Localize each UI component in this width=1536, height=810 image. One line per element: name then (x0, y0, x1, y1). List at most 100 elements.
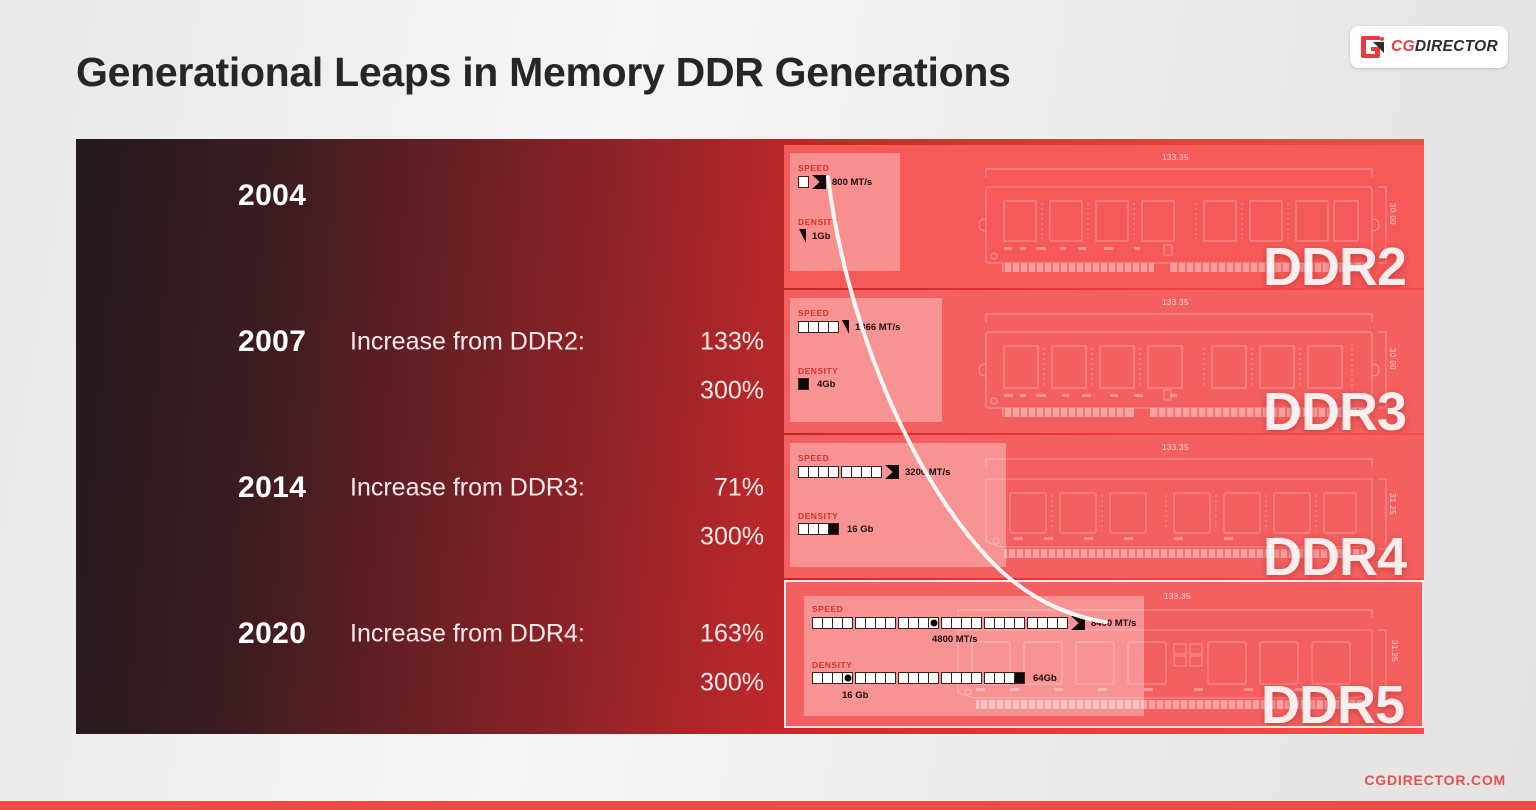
meter-cell (828, 523, 839, 535)
increase-label: Increase from DDR3: (350, 473, 585, 502)
speed-end-marker-icon (885, 465, 899, 479)
speed-end-marker-icon (842, 320, 849, 334)
row-left-2020: 2020 Increase from DDR4: 163% 300% (76, 139, 784, 734)
generation-label: DDR3 (1262, 382, 1407, 433)
increase-label: Increase from DDR2: (350, 327, 585, 356)
dimension-height-label: 31.25 (1388, 493, 1397, 516)
cgdirector-g-mark-icon (1360, 35, 1386, 59)
year-rows: 2004 2007 Increase from DDR2: 133% 300% … (76, 139, 1424, 734)
meter-cell-marker (928, 617, 939, 629)
year-label: 2004 (238, 179, 307, 212)
ddr-cards: 133.35 30.00 SPEED 800 MT/s DENSITY (784, 145, 1424, 728)
speed-end-marker-icon (812, 175, 826, 189)
density-value: 4Gb (817, 378, 836, 390)
meter-cell (1014, 617, 1025, 629)
page-title: Generational Leaps in Memory DDR Generat… (76, 49, 1011, 95)
ddr-card-ddr4[interactable]: 133.35 31.25 SPEED (784, 435, 1424, 578)
comparison-panel: 2004 2007 Increase from DDR2: 133% 300% … (76, 139, 1424, 734)
cgdirector-logo: CGDIRECTOR (1350, 26, 1508, 68)
meter-cell (828, 321, 839, 333)
increase-speed-value: 133% (700, 327, 764, 356)
speed-meter-ddr3: SPEED 1866 MT/s (798, 308, 900, 334)
speed-cells (798, 466, 884, 478)
dimension-height-label: 31.25 (1390, 640, 1399, 663)
density-meter-ddr5: DENSITY (812, 660, 1057, 701)
meter-cell (928, 672, 939, 684)
increase-label: Increase from DDR4: (350, 619, 585, 648)
meter-cell (1057, 617, 1068, 629)
speed-meter-ddr5: SPEED (812, 604, 1137, 645)
density-value: 64Gb (1033, 672, 1057, 684)
dimension-width-label: 133.35 (1164, 592, 1191, 601)
density-end-marker-icon (799, 229, 806, 243)
ddr-card-ddr5[interactable]: 133.35 31.25 SPEED (784, 580, 1424, 728)
density-cells (798, 378, 811, 390)
density-value: 1Gb (812, 230, 831, 242)
meter-cell (971, 672, 982, 684)
density-value: 16 Gb (847, 523, 874, 535)
speed-meter-ddr4: SPEED (798, 453, 950, 479)
meter-cell (798, 378, 809, 390)
meter-cell (828, 466, 839, 478)
generation-label: DDR5 (1260, 675, 1405, 728)
increase-density-value: 300% (700, 668, 764, 697)
dimension-width-label: 133.35 (1162, 153, 1189, 162)
speed-value: 8400 MT/s (1091, 617, 1137, 629)
footer-accent-bar (0, 801, 1536, 810)
ddr-card-ddr2[interactable]: 133.35 30.00 SPEED 800 MT/s DENSITY (784, 145, 1424, 288)
speed-caption: SPEED (798, 308, 830, 318)
meter-cell (971, 617, 982, 629)
speed-caption: SPEED (812, 604, 844, 614)
density-caption: DENSITY (798, 511, 839, 521)
meter-cell (885, 617, 896, 629)
speed-caption: SPEED (798, 453, 830, 463)
speed-value: 1866 MT/s (855, 321, 901, 333)
increase-speed-value: 71% (713, 473, 764, 502)
density-meter-ddr2: DENSITY 1Gb (798, 217, 838, 243)
row-left-2007: 2007 Increase from DDR2: 133% 300% (76, 139, 784, 734)
meter-cell-marker (842, 672, 853, 684)
density-caption: DENSITY (798, 217, 839, 227)
density-caption: DENSITY (798, 366, 839, 376)
meter-cell (885, 672, 896, 684)
speed-cells (798, 176, 811, 188)
ddr-card-ddr3[interactable]: 133.35 30.00 SPEED (784, 290, 1424, 433)
speed-value: 800 MT/s (832, 176, 873, 188)
density-meter-ddr3: DENSITY 4Gb (798, 366, 838, 390)
year-label: 2020 (238, 617, 307, 650)
density-marker-label: 16 Gb (842, 690, 869, 701)
density-meter-ddr4: DENSITY 16 Gb (798, 511, 873, 535)
increase-speed-value: 163% (700, 619, 764, 648)
density-cells (812, 672, 1027, 684)
increase-density-value: 300% (700, 522, 764, 551)
footer-url: CGDIRECTOR.COM (1364, 772, 1506, 788)
speed-caption: SPEED (798, 163, 830, 173)
dimension-height-label: 30.00 (1388, 348, 1397, 371)
generation-label: DDR2 (1262, 237, 1407, 288)
dimension-width-label: 133.35 (1162, 298, 1189, 307)
speed-value: 3200 MT/s (905, 466, 951, 478)
dimension-height-label: 30.00 (1388, 203, 1397, 226)
meter-cell (798, 176, 809, 188)
row-left-2004: 2004 (76, 139, 784, 734)
speed-marker-label: 4800 MT/s (932, 634, 978, 645)
increase-density-value: 300% (700, 376, 764, 405)
generation-label: DDR4 (1262, 527, 1407, 578)
logo-text-cg: CG (1391, 38, 1415, 55)
meter-cell (871, 466, 882, 478)
logo-wordmark: CGDIRECTOR (1391, 38, 1498, 56)
speed-cells (798, 321, 841, 333)
density-cells (798, 523, 841, 535)
meter-cell (1014, 672, 1025, 684)
speed-meter-ddr2: SPEED 800 MT/s (798, 163, 872, 189)
logo-text-director: DIRECTOR (1414, 38, 1498, 55)
dimension-width-label: 133.35 (1162, 443, 1189, 452)
meter-cell (842, 617, 853, 629)
speed-cells (812, 617, 1070, 629)
speed-end-marker-icon (1071, 616, 1085, 630)
year-label: 2014 (238, 471, 307, 504)
row-left-2014: 2014 Increase from DDR3: 71% 300% (76, 139, 784, 734)
year-label: 2007 (238, 325, 307, 358)
density-caption: DENSITY (812, 660, 853, 670)
